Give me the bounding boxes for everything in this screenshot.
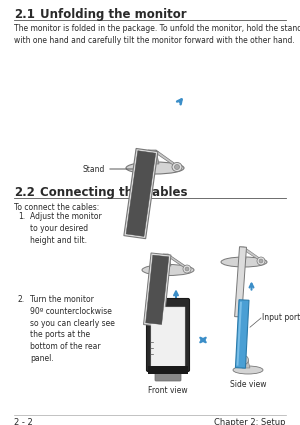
Polygon shape	[236, 302, 242, 366]
Ellipse shape	[239, 355, 248, 365]
Text: Turn the monitor
90º counterclockwise
so you can clearly see
the ports at the
bo: Turn the monitor 90º counterclockwise so…	[30, 295, 115, 363]
Text: 2 - 2: 2 - 2	[14, 418, 33, 425]
Ellipse shape	[142, 264, 194, 275]
Text: 2.: 2.	[18, 295, 25, 304]
Text: To connect the cables:: To connect the cables:	[14, 203, 99, 212]
FancyBboxPatch shape	[155, 369, 181, 381]
Text: Stand: Stand	[82, 164, 105, 173]
Polygon shape	[148, 150, 159, 164]
Ellipse shape	[259, 259, 263, 263]
Polygon shape	[235, 247, 247, 317]
Polygon shape	[236, 300, 249, 368]
Text: 2.2: 2.2	[14, 186, 35, 199]
FancyBboxPatch shape	[148, 366, 188, 374]
Text: Side view: Side view	[230, 380, 266, 389]
Ellipse shape	[175, 164, 179, 170]
Polygon shape	[124, 148, 158, 239]
Text: Unfolding the monitor: Unfolding the monitor	[40, 8, 187, 21]
Ellipse shape	[221, 257, 267, 267]
Ellipse shape	[172, 162, 182, 172]
Ellipse shape	[183, 265, 191, 273]
Text: Input ports: Input ports	[262, 314, 300, 323]
Text: Adjust the monitor
to your desired
height and tilt.: Adjust the monitor to your desired heigh…	[30, 212, 102, 245]
Polygon shape	[240, 247, 246, 259]
Polygon shape	[146, 255, 169, 324]
Text: Front view: Front view	[148, 386, 188, 395]
Polygon shape	[240, 360, 250, 368]
Polygon shape	[143, 253, 171, 327]
Ellipse shape	[185, 267, 189, 271]
Text: The monitor is folded in the package. To unfold the monitor, hold the stand
with: The monitor is folded in the package. To…	[14, 24, 300, 45]
Ellipse shape	[233, 366, 263, 374]
Ellipse shape	[257, 257, 265, 265]
Polygon shape	[156, 150, 179, 169]
FancyBboxPatch shape	[146, 298, 190, 371]
Polygon shape	[163, 254, 171, 266]
Text: 1.: 1.	[18, 212, 25, 221]
Text: Chapter 2: Setup: Chapter 2: Setup	[214, 418, 286, 425]
FancyBboxPatch shape	[151, 307, 185, 367]
Text: Connecting the cables: Connecting the cables	[40, 186, 188, 199]
Text: 2.1: 2.1	[14, 8, 35, 21]
Polygon shape	[126, 151, 156, 236]
Polygon shape	[168, 254, 189, 271]
Polygon shape	[244, 247, 262, 262]
Ellipse shape	[126, 162, 184, 174]
